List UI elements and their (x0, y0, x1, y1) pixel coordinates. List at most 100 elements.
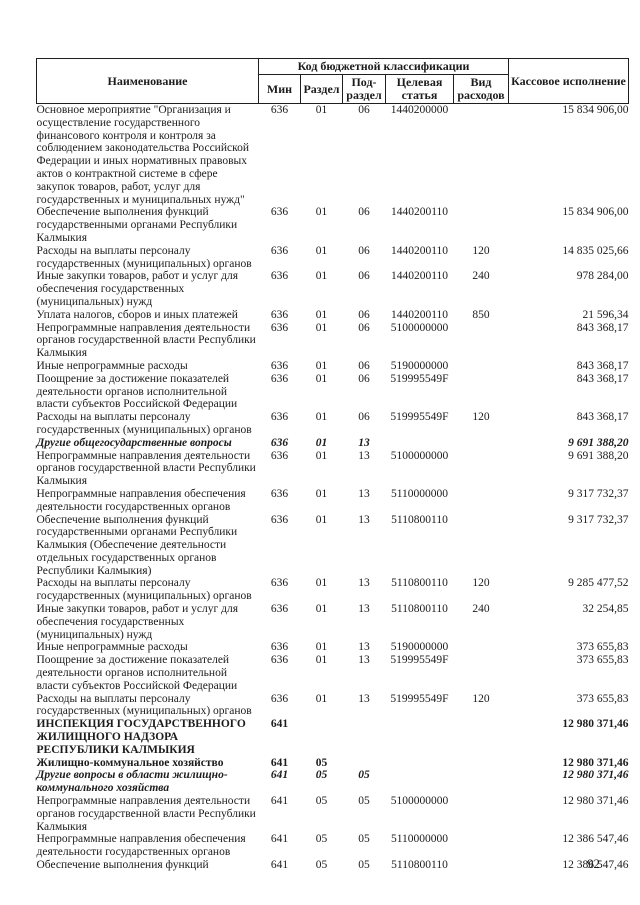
name-cell: Непрограммные направления обеспечения де… (36, 833, 246, 859)
cash-execution-cell: 15 834 906,00 (562, 206, 629, 219)
razdel-code-cell: 01 (315, 308, 328, 321)
name-cell: Иные непрограммные расходы (36, 641, 188, 654)
min-code-cell: 636 (270, 104, 289, 116)
razdel-code-cell: 05 (315, 769, 328, 782)
target-article-cell: 519995549F (390, 654, 449, 667)
razdel-code-cell: 05 (315, 859, 328, 872)
razdel-code-cell: 01 (315, 244, 328, 257)
vid-rashodov-cell (454, 795, 509, 833)
name-cell: Жилищно-коммунальное хозяйство (36, 756, 224, 769)
vid-rashodov-cell (454, 206, 509, 244)
vid-rashodov-cell: 120 (472, 411, 490, 424)
cash-execution-cell: 373 655,83 (576, 654, 629, 667)
razdel-code-cell: 01 (315, 359, 328, 372)
cash-execution-cell: 32 254,85 (582, 603, 629, 616)
name-cell: Непрограммные направления деятельности о… (36, 321, 256, 360)
cash-execution-cell: 843 368,17 (576, 321, 629, 334)
vid-rashodov-cell (454, 104, 509, 207)
cash-execution-cell: 373 655,83 (576, 692, 629, 705)
vid-rashodov-cell (454, 769, 509, 795)
podrazdel-code-cell: 05 (358, 859, 370, 872)
name-cell: Другие вопросы в области жилищно-коммуна… (36, 769, 228, 795)
target-article-cell (386, 718, 454, 756)
target-article-cell: 5190000000 (390, 359, 449, 372)
cash-execution-cell: 12 386 547,46 (562, 859, 629, 872)
vid-rashodov-cell (454, 641, 509, 654)
min-code-cell: 636 (270, 270, 289, 283)
target-article-cell: 5190000000 (390, 641, 449, 654)
vid-rashodov-cell: 850 (472, 308, 490, 321)
min-code-cell: 636 (270, 603, 289, 616)
min-code-cell: 636 (270, 372, 289, 385)
target-article-cell: 519995549F (390, 411, 449, 424)
podrazdel-code-cell: 05 (358, 833, 370, 846)
cash-execution-cell: 9 691 388,20 (568, 449, 629, 462)
podrazdel-code-cell: 13 (358, 487, 370, 500)
column-header-vid: Вид расходов (452, 74, 510, 104)
razdel-code-cell: 01 (315, 321, 328, 334)
podrazdel-code-cell: 06 (358, 104, 370, 116)
cash-execution-cell: 12 980 371,46 (562, 795, 629, 808)
table-body: Основное мероприятие "Организация и осущ… (37, 104, 629, 872)
name-cell: Непрограммные направления деятельности о… (36, 795, 256, 833)
cash-execution-cell: 9 317 732,37 (568, 487, 629, 500)
name-cell: Непрограммные направления обеспечения де… (36, 487, 246, 513)
target-article-cell: 5110000000 (390, 833, 449, 846)
min-code-cell: 636 (270, 206, 289, 219)
razdel-code-cell: 01 (315, 411, 328, 424)
podrazdel-code-cell: 06 (358, 308, 370, 321)
podrazdel-code-cell: 06 (358, 270, 370, 283)
razdel-code-cell: 01 (315, 487, 328, 500)
table-header: Наименование Код бюджетной классификации… (36, 58, 630, 104)
cash-execution-cell: 12 980 371,46 (562, 769, 629, 782)
podrazdel-code-cell: 13 (358, 641, 370, 654)
vid-rashodov-cell (454, 757, 509, 770)
target-article-cell: 5100000000 (390, 795, 449, 808)
podrazdel-code-cell: 06 (358, 359, 370, 372)
column-header-code-group: Код бюджетной классификации (257, 58, 510, 75)
table-row: Уплата налогов, сборов и иных платежей 63… (37, 309, 629, 322)
podrazdel-code-cell: 13 (358, 654, 370, 667)
table-row: Непрограммные направления обеспечения де… (37, 488, 629, 514)
razdel-code-cell: 01 (315, 270, 328, 283)
name-cell: Иные закупки товаров, работ и услуг для … (36, 603, 239, 641)
name-cell: Иные закупки товаров, работ и услуг для … (36, 270, 239, 308)
podrazdel-code-cell: 06 (358, 411, 370, 424)
podrazdel-code-cell: 06 (358, 372, 370, 385)
name-cell: Расходы на выплаты персоналу государстве… (36, 577, 252, 603)
cash-execution-cell: 12 980 371,46 (562, 718, 629, 731)
podrazdel-code-cell: 05 (358, 795, 370, 808)
cash-execution-cell: 9 691 388,20 (568, 436, 629, 449)
cash-execution-cell: 15 834 906,00 (562, 104, 629, 116)
table-row: Расходы на выплаты персоналу государстве… (37, 693, 629, 719)
column-header-cash: Кассовое исполнение (508, 58, 630, 104)
target-article-cell: 5110800110 (391, 577, 448, 590)
vid-rashodov-cell (454, 373, 509, 411)
table-row: Другие общегосударственные вопросы 636 01 1… (37, 437, 629, 450)
min-code-cell: 636 (270, 654, 289, 667)
header-sub-row: Мин Раздел Под-раздел Целевая статья Вид… (37, 74, 629, 104)
table-row: Обеспечение выполнения функций государст… (37, 206, 629, 244)
target-article-cell (386, 437, 454, 450)
target-article-cell: 5100000000 (390, 321, 449, 334)
razdel-code-cell: 05 (315, 833, 328, 846)
razdel-code-cell: 01 (315, 513, 328, 526)
cash-execution-cell: 843 368,17 (576, 359, 629, 372)
vid-rashodov-cell (454, 514, 509, 578)
podrazdel-code-cell: 05 (358, 769, 370, 782)
table-row: Расходы на выплаты персоналу государстве… (37, 411, 629, 437)
cash-execution-cell: 978 284,00 (576, 270, 629, 283)
target-article-cell: 1440200000 (390, 104, 449, 116)
target-article-cell: 1440200110 (390, 270, 449, 283)
target-article-cell: 5110800110 (391, 603, 448, 616)
razdel-code-cell: 01 (315, 449, 328, 462)
target-article-cell: 5110000000 (390, 487, 449, 500)
podrazdel-code-cell (343, 757, 386, 770)
podrazdel-code-cell: 13 (358, 513, 370, 526)
table-row: Поощрение за достижение показателей деят… (37, 373, 629, 411)
vid-rashodov-cell (454, 450, 509, 488)
column-header-target: Целевая статья (385, 74, 454, 104)
name-cell: ИНСПЕКЦИЯ ГОСУДАРСТВЕННОГО ЖИЛИЩНОГО НАД… (36, 718, 246, 756)
table-row: Иные закупки товаров, работ и услуг для … (37, 270, 629, 308)
